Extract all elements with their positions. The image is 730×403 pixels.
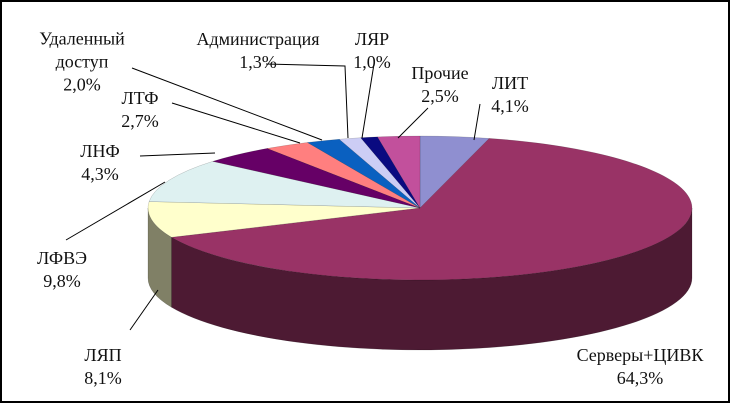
- slice-label: ЛЯР 1,0%: [353, 28, 391, 74]
- slice: [211, 148, 421, 209]
- value-label: 2,5%: [421, 86, 459, 106]
- value-label: 2,0%: [63, 74, 101, 95]
- slice: [338, 137, 421, 209]
- leader-line: [397, 107, 429, 139]
- slice-label: ЛИТ 4,1%: [491, 72, 529, 118]
- slice: [147, 201, 421, 238]
- category-label: ЛИТ: [491, 73, 529, 93]
- slice-label: ЛНФ 4,3%: [80, 140, 119, 186]
- leader-line: [265, 63, 349, 139]
- category-label: ЛФВЭ: [36, 248, 88, 268]
- value-label: 2,7%: [121, 111, 159, 131]
- category-label: ЛЯП: [84, 345, 122, 365]
- slice-label: ЛТФ 2,7%: [121, 87, 159, 133]
- category-label: Серверы+ЦИВК: [576, 345, 704, 365]
- leader-line: [129, 289, 159, 331]
- slice: [266, 142, 421, 209]
- leader-line: [473, 103, 481, 141]
- leader-line: [361, 63, 375, 139]
- slice: [170, 138, 693, 281]
- slice: [419, 135, 490, 209]
- category-label: Удаленный доступ: [39, 28, 125, 72]
- value-label: 8,1%: [84, 368, 122, 388]
- slice-side: [147, 207, 172, 308]
- leader-line: [131, 67, 323, 141]
- category-label: Администрация: [196, 29, 320, 49]
- leader-line: [139, 152, 216, 157]
- slice: [306, 138, 421, 209]
- slice-label: ЛФВЭ 9,8%: [37, 247, 87, 293]
- category-label: Прочие: [411, 63, 469, 83]
- slice-label: Администрация 1,3%: [196, 28, 319, 74]
- slice: [377, 135, 421, 209]
- value-label: 1,3%: [239, 52, 277, 72]
- category-label: ЛТФ: [121, 88, 159, 108]
- category-label: ЛНФ: [80, 141, 120, 161]
- slice-label: Серверы+ЦИВК 64,3%: [577, 344, 704, 390]
- slice-label: ЛЯП 8,1%: [84, 344, 122, 390]
- slice-label: Удаленный доступ 2,0%: [27, 28, 137, 97]
- value-label: 4,3%: [81, 164, 119, 184]
- leader-line: [171, 102, 301, 144]
- value-label: 1,0%: [353, 52, 391, 72]
- category-label: ЛЯР: [354, 29, 390, 49]
- value-label: 4,1%: [491, 96, 529, 116]
- slice-label: Прочие 2,5%: [411, 62, 468, 108]
- leader-line: [65, 181, 166, 241]
- slice: [360, 136, 421, 209]
- value-label: 64,3%: [616, 368, 664, 388]
- slice: [148, 161, 421, 209]
- value-label: 9,8%: [43, 271, 81, 291]
